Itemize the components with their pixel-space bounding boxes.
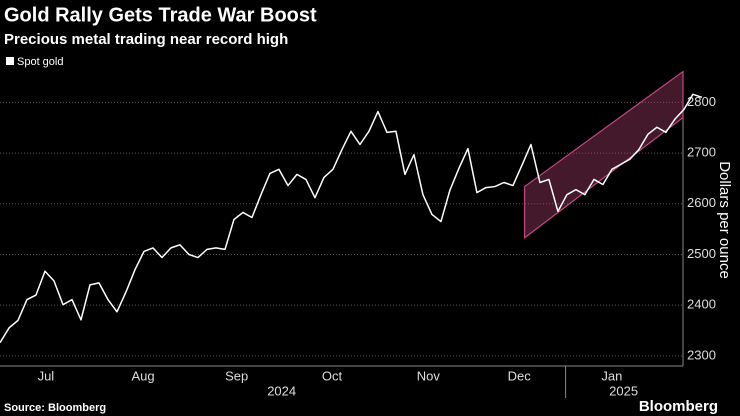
brand: Bloomberg: [639, 398, 718, 415]
legend-swatch: [6, 57, 14, 65]
x-tick-label: Jan: [601, 368, 622, 383]
y-axis-label: Dollars per ounce: [716, 161, 733, 279]
x-tick-label: Sep: [225, 368, 248, 383]
y-tick-label: 2300: [687, 347, 716, 362]
y-tick-label: 2700: [687, 145, 716, 160]
chart-subtitle: Precious metal trading near record high: [4, 31, 288, 48]
year-label: 2024: [267, 383, 296, 398]
y-tick-label: 2800: [687, 94, 716, 109]
y-tick-label: 2500: [687, 246, 716, 261]
x-tick-label: Oct: [322, 368, 343, 383]
x-tick-label: Jul: [38, 368, 55, 383]
year-label: 2025: [609, 383, 638, 398]
channel: [524, 70, 684, 239]
chart-title: Gold Rally Gets Trade War Boost: [4, 4, 317, 26]
y-tick-label: 2400: [687, 297, 716, 312]
x-tick-label: Dec: [508, 368, 532, 383]
y-tick-label: 2600: [687, 195, 716, 210]
x-tick-label: Nov: [417, 368, 441, 383]
source: Source: Bloomberg: [4, 402, 106, 414]
price-line: [0, 93, 703, 344]
legend-label: Spot gold: [17, 56, 63, 68]
x-tick-label: Aug: [132, 368, 155, 383]
